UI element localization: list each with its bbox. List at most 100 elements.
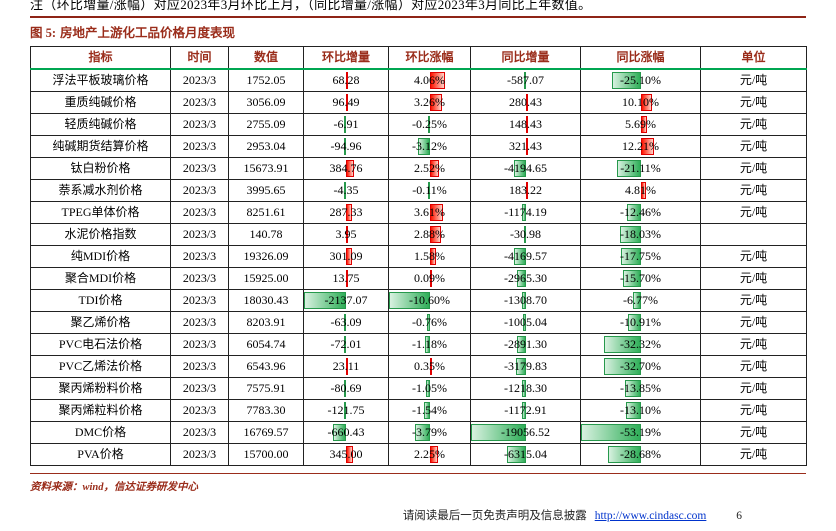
figure-label: 图 5:: [30, 26, 57, 40]
cell-yoy_inc: -1005.04: [470, 311, 581, 334]
cell-value-mom_inc: 301.09: [329, 249, 363, 263]
cell-date: 2023/3: [170, 135, 229, 158]
cell-yoy_inc: 280.43: [470, 91, 581, 114]
cell-value-yoy_pct: 5.69%: [625, 117, 656, 131]
cell-indicator: TPEG单体价格: [30, 201, 171, 224]
negative-data-bar: [522, 204, 526, 221]
cell-mom_pct: 2.52%: [388, 157, 471, 180]
positive-data-bar: [429, 248, 436, 265]
cell-mom_inc: -4.35: [303, 179, 389, 202]
cell-value-mom_pct: 3.26%: [414, 95, 445, 109]
cell-date: 2023/3: [170, 223, 229, 246]
cell-value-indicator: 聚乙烯价格: [70, 315, 131, 329]
cell-unit: 元/吨: [700, 355, 807, 378]
cell-value: 1752.05: [228, 68, 304, 92]
table-row: 聚丙烯粒料价格 2023/3 7783.30 -121.75 -1.54% -1172.9…: [30, 399, 807, 422]
positive-data-bar: [429, 446, 439, 463]
cell-mom_inc: -2137.07: [303, 289, 389, 312]
cell-value: 7575.91: [228, 377, 304, 400]
negative-data-bar: [471, 424, 526, 441]
cell-value: 3995.65: [228, 179, 304, 202]
cell-value-indicator: 聚合MDI价格: [64, 271, 137, 285]
cell-indicator: 聚丙烯粉料价格: [30, 377, 171, 400]
cell-value-yoy_pct: 12.21%: [622, 139, 659, 153]
footer-page-number: 6: [736, 510, 742, 522]
negative-data-bar: [612, 72, 641, 89]
table-row: PVC电石法价格 2023/3 6054.74 -72.01 -1.18% -2891.3…: [30, 333, 807, 356]
cell-yoy_pct: -32.70%: [580, 355, 701, 378]
clipped-body-text: 注（环比增量/涨幅）对应2023年3月环比上月，（同比增量/涨幅）对应2023年…: [30, 0, 806, 11]
negative-data-bar: [608, 446, 641, 463]
cell-value-mom_pct: 1.58%: [414, 249, 445, 263]
cell-value-mom_inc: 3.95: [335, 227, 357, 241]
column-header-date: 时间: [170, 46, 229, 70]
footer-link[interactable]: http://www.cindasc.com: [594, 510, 707, 522]
negative-data-bar: [427, 182, 430, 199]
cell-mom_inc: -660.43: [303, 421, 389, 444]
negative-data-bar: [344, 182, 346, 199]
column-header-indicator: 指标: [30, 46, 171, 70]
cell-value-yoy_inc: -4194.65: [504, 161, 547, 175]
negative-data-bar: [581, 424, 641, 441]
cell-mom_pct: 3.26%: [388, 91, 471, 114]
cell-unit: 元/吨: [700, 201, 807, 224]
cell-value-indicator: 重质纯碱价格: [64, 95, 137, 109]
cell-yoy_pct: -12.46%: [580, 201, 701, 224]
positive-data-bar: [429, 226, 441, 243]
cell-value-unit: 元/吨: [739, 337, 768, 351]
cell-value-unit: 元/吨: [739, 315, 768, 329]
cell-value-yoy_inc: -1218.30: [504, 381, 547, 395]
column-header-yoy_pct: 同比涨幅: [580, 46, 701, 70]
cell-unit: 元/吨: [700, 135, 807, 158]
page-footer: 请阅读最后一页免责声明及信息披露 http://www.cindasc.com …: [403, 507, 742, 523]
positive-data-bar: [429, 358, 432, 375]
cell-mom_inc: -63.09: [303, 311, 389, 334]
cell-mom_pct: -10.60%: [388, 289, 471, 312]
cell-value-yoy_inc: 183.22: [509, 183, 542, 197]
cell-value-mom_inc: -660.43: [327, 425, 365, 439]
cell-value-date: 2023/3: [182, 95, 217, 109]
negative-data-bar: [344, 138, 346, 155]
cell-value-yoy_pct: -25.10%: [620, 73, 661, 87]
cell-value-yoy_inc: -587.07: [507, 73, 544, 87]
negative-data-bar: [616, 160, 641, 177]
cell-value-mom_inc: 68.28: [332, 73, 360, 87]
negative-data-bar: [516, 358, 526, 375]
price-table-body: 浮法平板玻璃价格 2023/3 1752.05 68.28 4.06% -587.07 -2…: [30, 68, 807, 466]
cell-yoy_pct: -18.03%: [580, 223, 701, 246]
cell-mom_pct: -0.11%: [388, 179, 471, 202]
cell-unit: 元/吨: [700, 157, 807, 180]
cell-value-yoy_inc: -3179.83: [504, 359, 547, 373]
cell-value-mom_pct: -3.12%: [412, 139, 447, 153]
cell-unit: [700, 223, 807, 246]
positive-data-bar: [640, 138, 655, 155]
cell-date: 2023/3: [170, 421, 229, 444]
cell-date: 2023/3: [170, 267, 229, 290]
cell-indicator: 聚乙烯价格: [30, 311, 171, 334]
cell-indicator: 纯MDI价格: [30, 245, 171, 268]
cell-value-value: 3995.65: [246, 183, 286, 197]
negative-data-bar: [415, 424, 430, 441]
cell-value-unit: 元/吨: [739, 183, 768, 197]
cell-yoy_inc: -2965.30: [470, 267, 581, 290]
cell-indicator: PVC乙烯法价格: [30, 355, 171, 378]
cell-value: 15673.91: [228, 157, 304, 180]
cell-yoy_inc: 183.22: [470, 179, 581, 202]
cell-unit: 元/吨: [700, 377, 807, 400]
negative-data-bar: [604, 336, 641, 353]
cell-value: 18030.43: [228, 289, 304, 312]
cell-unit: 元/吨: [700, 333, 807, 356]
cell-value-yoy_pct: -21.11%: [620, 161, 661, 175]
cell-unit: 元/吨: [700, 68, 807, 92]
cell-value-unit: 元/吨: [739, 73, 768, 87]
figure-title: 图 5: 房地产上游化工品价格月度表现: [30, 22, 806, 41]
cell-indicator: PVA价格: [30, 443, 171, 466]
source-text: 资料来源：wind，信达证券研发中心: [30, 482, 199, 493]
column-header-yoy_inc: 同比增量: [470, 46, 581, 70]
cell-value-value: 18030.43: [243, 293, 289, 307]
cell-yoy_pct: 12.21%: [580, 135, 701, 158]
cell-value-date: 2023/3: [182, 117, 217, 131]
cell-value-yoy_pct: 10.10%: [622, 95, 659, 109]
cell-indicator: TDI价格: [30, 289, 171, 312]
cell-value-mom_pct: -1.05%: [412, 381, 447, 395]
